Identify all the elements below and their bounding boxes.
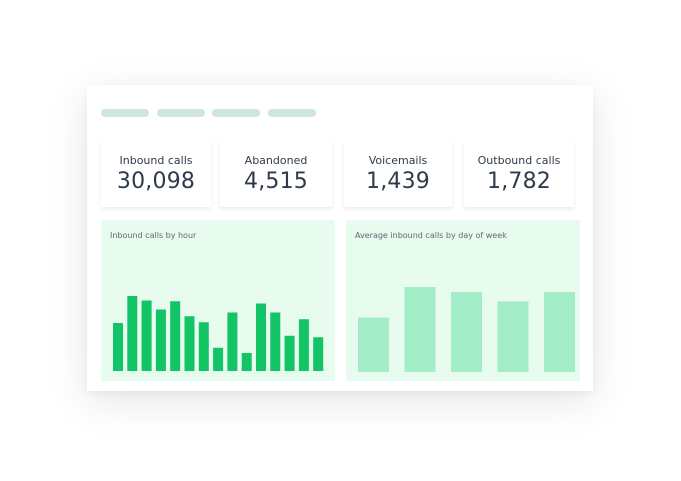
hour-bar-14 [298, 319, 309, 371]
day-bar-4 [497, 301, 529, 372]
tab-placeholder-3[interactable] [212, 109, 260, 117]
day-bar-5 [544, 292, 575, 372]
tab-placeholder-1[interactable] [101, 109, 149, 117]
tab-placeholder-2[interactable] [157, 109, 205, 117]
stat-label: Abandoned [244, 154, 308, 167]
hourly-bar-chart [113, 296, 324, 371]
day-bar-3 [451, 292, 482, 372]
hour-bar-7 [198, 322, 209, 371]
stat-card-abandoned[interactable]: Abandoned 4,515 [220, 140, 332, 207]
hour-bar-13 [284, 335, 295, 371]
stat-card-outbound-calls[interactable]: Outbound calls 1,782 [464, 140, 574, 207]
stat-label: Inbound calls [119, 154, 193, 167]
hour-bar-8 [213, 347, 224, 371]
stat-card-inbound-calls[interactable]: Inbound calls 30,098 [101, 140, 211, 207]
hour-bar-15 [313, 337, 324, 371]
tab-placeholder-4[interactable] [268, 109, 316, 117]
daily-bar-chart [358, 287, 575, 372]
stat-value: 1,782 [487, 169, 551, 194]
hour-bar-4 [155, 309, 166, 371]
stat-value: 1,439 [366, 169, 430, 194]
hour-bar-9 [227, 312, 238, 371]
hour-bar-1 [113, 323, 123, 371]
stat-card-voicemails[interactable]: Voicemails 1,439 [344, 140, 452, 207]
hour-bar-10 [241, 353, 252, 371]
day-bar-1 [358, 317, 389, 372]
hour-bar-2 [127, 296, 138, 371]
hour-bar-12 [270, 312, 281, 371]
hour-bar-11 [256, 303, 266, 371]
day-bar-2 [404, 287, 436, 372]
stat-label: Outbound calls [477, 154, 561, 167]
chart-panel-daily: Average inbound calls by day of week [346, 220, 580, 381]
chart-title: Average inbound calls by day of week [355, 231, 507, 240]
hour-bar-3 [141, 300, 152, 371]
chart-panel-hourly: Inbound calls by hour [101, 220, 335, 381]
stat-value: 30,098 [116, 169, 196, 194]
hour-bar-5 [170, 301, 181, 371]
hour-bar-6 [184, 316, 195, 371]
stat-label: Voicemails [368, 154, 428, 167]
dashboard-card: Inbound calls 30,098 Abandoned 4,515 Voi… [87, 85, 593, 391]
chart-title: Inbound calls by hour [110, 231, 197, 240]
stat-value: 4,515 [244, 169, 308, 194]
